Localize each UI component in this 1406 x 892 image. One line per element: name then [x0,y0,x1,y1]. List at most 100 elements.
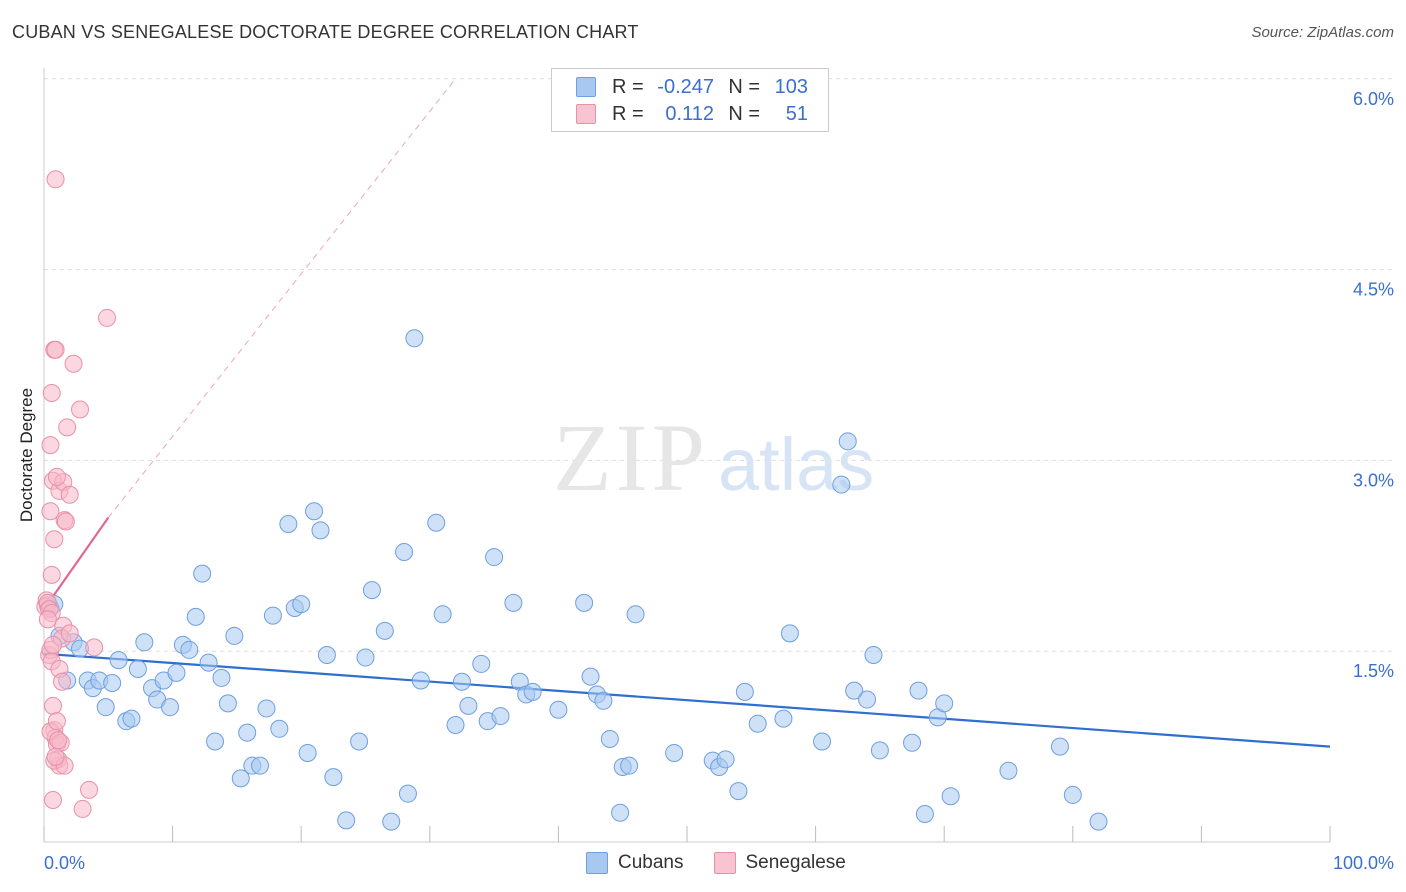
cuban-point [903,733,922,752]
x-tick-label: 100.0% [1333,853,1394,873]
cuban-point [780,624,799,643]
cuban-point [292,595,311,614]
cuban-point [212,668,231,687]
legend-swatch-cubans [576,77,596,97]
legend-r-value: 0.112 [665,102,714,125]
cuban-point [999,761,1018,780]
cuban-point [350,732,369,751]
cuban-point [729,782,748,801]
senegalese-point [42,565,61,584]
senegalese-point [80,780,99,799]
cuban-point [298,743,317,762]
series-legend-cubans[interactable]: Cubans [586,852,684,874]
cuban-point [317,646,336,665]
senegalese-point [41,436,60,455]
senegalese-point [60,485,79,504]
legend-r-value: -0.247 [657,75,714,98]
cubans-trend-line [43,652,1331,748]
series-swatch-cubans [586,852,608,874]
senegalese-point [42,383,61,402]
cuban-point [909,681,928,700]
legend-row-cubans: R = -0.247 N = 103 [576,74,808,100]
cuban-point [180,640,199,659]
senegalese-point [64,354,83,373]
cuban-point [199,653,218,672]
correlation-legend: R = -0.247 N = 103 R = 0.112 N = 51 [551,68,829,132]
cuban-point [1063,785,1082,804]
cuban-point [411,671,430,690]
chart-title: CUBAN VS SENEGALESE DOCTORATE DEGREE COR… [12,22,639,42]
cuban-point [594,691,613,710]
cuban-point [206,732,225,751]
senegalese-point [71,400,90,419]
cuban-point [774,709,793,728]
cuban-point [270,719,289,738]
cuban-point [864,646,883,665]
cuban-point [398,784,417,803]
cuban-point [135,633,154,652]
senegalese-trend-line [43,517,110,610]
cuban-point [611,803,630,822]
cuban-point [362,581,381,600]
senegalese-point [46,340,65,359]
cuban-point [472,654,491,673]
senegalese-point [47,467,66,486]
y-tick-label: 3.0% [1353,470,1394,490]
cuban-point [845,681,864,700]
series-legend-senegalese[interactable]: Senegalese [713,852,846,874]
cuban-point [581,667,600,686]
cuban-point [109,651,128,670]
senegalese-point [44,791,63,810]
cuban-point [337,811,356,830]
cuban-point [735,682,754,701]
y-tick-label: 1.5% [1353,661,1394,681]
cuban-point [523,682,542,701]
cuban-point [395,542,414,561]
senegalese-point [38,610,57,629]
legend-swatch-senegalese [576,104,596,124]
cuban-point [96,698,115,717]
cuban-point [915,805,934,824]
senegalese-point [58,418,77,437]
series-label-senegalese: Senegalese [745,852,846,873]
senegalese-point [47,712,66,731]
cuban-point [305,502,324,521]
legend-row-senegalese: R = 0.112 N = 51 [576,101,808,127]
cuban-point [459,696,478,715]
legend-n-value: 51 [785,102,808,125]
cuban-point [161,698,180,717]
cuban-point [218,694,237,713]
cuban-point [193,564,212,583]
cuban-point [311,521,330,540]
cuban-point [251,756,270,775]
cuban-point [935,694,954,713]
senegalese-point [45,530,64,549]
senegalese-point [49,731,68,750]
senegalese-trend-extension [107,78,456,518]
watermark-zip: ZIP [553,404,709,511]
senegalese-point [44,635,63,654]
cuban-point [549,700,568,719]
cuban-point [600,729,619,748]
cuban-point [375,621,394,640]
senegalese-point [53,672,72,691]
cuban-point [870,741,889,760]
cuban-point [575,593,594,612]
legend-n-label: N = [728,102,760,125]
tick-labels: 1.5% 3.0% 4.5% 6.0% 0.0% 100.0% [44,89,1394,873]
cuban-point [620,756,639,775]
cuban-point [832,475,851,494]
legend-n-label: N = [728,75,760,98]
x-tick-label: 0.0% [44,853,85,873]
cuban-point [382,812,401,831]
data-points [36,170,1108,831]
senegalese-point [46,747,65,766]
cuban-point [716,750,735,769]
cuban-point [186,607,205,626]
cuban-point [231,769,250,788]
cuban-point [485,548,504,567]
y-axis-label: Doctorate Degree [17,387,36,523]
series-label-cubans: Cubans [618,852,684,873]
cuban-point [1089,812,1108,831]
cuban-point [427,513,446,532]
